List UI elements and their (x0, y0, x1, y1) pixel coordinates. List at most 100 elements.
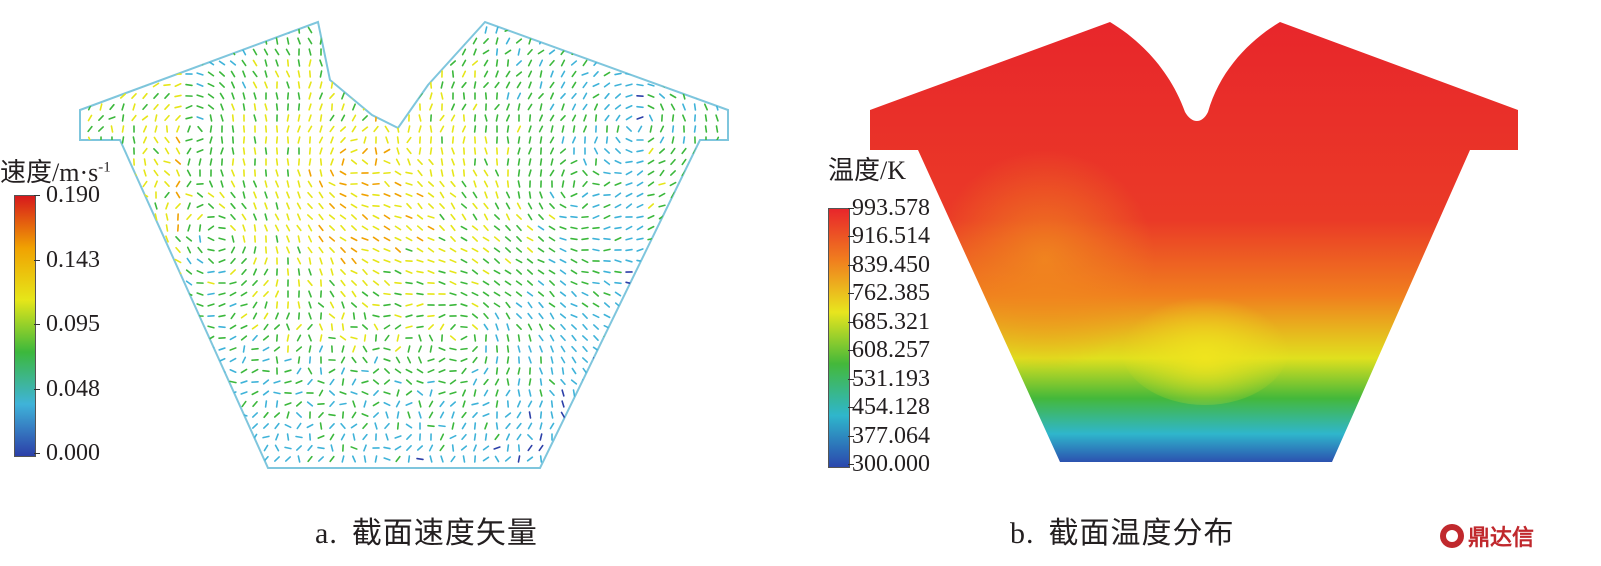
velocity-vector-arrow (670, 147, 676, 155)
velocity-vector-arrow (395, 356, 401, 364)
velocity-vector-arrow (405, 368, 413, 374)
velocity-vector-arrow (307, 191, 313, 199)
velocity-vector-arrow (592, 313, 600, 319)
velocity-vector-arrow (98, 345, 104, 353)
velocity-vector-arrow (229, 281, 237, 285)
velocity-vector-arrow (482, 291, 490, 297)
velocity-vector-arrow (427, 237, 435, 241)
velocity-vector-arrow (175, 147, 181, 155)
velocity-vector-arrow (121, 202, 125, 210)
velocity-vector-arrow (341, 103, 345, 111)
velocity-vector-arrow (517, 180, 521, 188)
velocity-vector-arrow (307, 444, 313, 452)
velocity-vector-arrow (582, 433, 588, 441)
velocity-vector-arrow (241, 258, 247, 264)
velocity-vector-arrow (163, 423, 171, 429)
velocity-legend-title-text: 速度/m·s (0, 158, 99, 187)
velocity-vector-arrow (308, 114, 312, 122)
velocity-vector-arrow (175, 246, 181, 254)
velocity-vector-arrow (429, 125, 433, 133)
velocity-vector-arrow (559, 247, 567, 253)
velocity-vector-arrow (669, 226, 677, 230)
velocity-vector-arrow (307, 224, 313, 232)
velocity-vector-arrow (308, 301, 312, 309)
velocity-vector-arrow (703, 169, 709, 177)
velocity-vector-arrow (352, 59, 356, 67)
velocity-vector-arrow (450, 114, 456, 122)
velocity-vector-arrow (154, 125, 158, 133)
velocity-vector-arrow (218, 60, 226, 66)
velocity-vector-arrow (339, 126, 347, 132)
velocity-vector-arrow (275, 356, 279, 364)
velocity-vector-arrow (252, 180, 258, 188)
velocity-vector-arrow (417, 59, 423, 67)
velocity-vector-arrow (625, 182, 633, 186)
velocity-vector-arrow (438, 357, 446, 363)
velocity-vector-arrow (592, 281, 600, 285)
velocity-vector-arrow (143, 389, 147, 397)
velocity-vector-arrow (528, 147, 532, 155)
velocity-vector-arrow (209, 136, 213, 144)
velocity-vector-arrow (581, 215, 589, 219)
velocity-vector-arrow (220, 114, 224, 122)
velocity-vector-arrow (429, 70, 433, 78)
velocity-vector-arrow (506, 147, 510, 155)
velocity-vector-arrow (528, 345, 532, 353)
velocity-vector-arrow (702, 424, 710, 428)
velocity-vector-arrow (450, 213, 456, 221)
velocity-vector-arrow (449, 60, 457, 66)
velocity-vector-arrow (715, 92, 719, 100)
velocity-vector-arrow (548, 49, 556, 55)
velocity-vector-arrow (275, 312, 279, 320)
velocity-vector-arrow (429, 389, 433, 397)
velocity-vector-arrow (174, 325, 182, 329)
colorbar-tick-mark (848, 464, 854, 465)
velocity-vector-arrow (176, 125, 180, 133)
velocity-vector-arrow (691, 303, 699, 307)
velocity-vector-arrow (636, 170, 644, 176)
velocity-vector-arrow (625, 94, 633, 98)
velocity-vector-arrow (527, 323, 533, 331)
velocity-vector-arrow (482, 445, 490, 451)
velocity-vector-arrow (581, 192, 589, 198)
velocity-vector-arrow (218, 49, 226, 55)
velocity-vector-arrow (153, 148, 159, 154)
velocity-vector-arrow (471, 281, 479, 285)
velocity-vector-arrow (691, 181, 699, 187)
velocity-vector-arrow (218, 215, 226, 219)
velocity-vector-arrow (691, 214, 699, 220)
velocity-vector-arrow (230, 191, 236, 199)
velocity-vector-arrow (131, 60, 137, 66)
velocity-vector-arrow (506, 158, 510, 166)
velocity-vector-arrow (418, 400, 422, 408)
velocity-vector-arrow (549, 147, 555, 155)
velocity-vector-arrow (450, 103, 456, 111)
velocity-vector-arrow (330, 444, 334, 452)
velocity-vector-arrow (383, 193, 391, 197)
velocity-vector-arrow (405, 60, 413, 66)
velocity-vector-arrow (297, 92, 301, 100)
velocity-vector-arrow (592, 379, 600, 385)
velocity-vector-arrow (571, 334, 577, 342)
velocity-vector-arrow (329, 378, 335, 386)
velocity-vector-arrow (176, 169, 180, 177)
velocity-vector-arrow (462, 455, 466, 463)
velocity-vector-arrow (603, 423, 611, 429)
velocity-vector-arrow (363, 334, 367, 342)
velocity-vector-arrow (691, 236, 699, 242)
velocity-vector-arrow (493, 269, 501, 275)
velocity-vector-arrow (97, 39, 105, 43)
velocity-vector-arrow (319, 103, 323, 111)
velocity-vector-arrow (110, 125, 114, 133)
velocity-vector-arrow (307, 235, 313, 243)
velocity-vector-arrow (539, 389, 543, 397)
velocity-vector-arrow (691, 292, 699, 296)
velocity-vector-arrow (516, 92, 522, 100)
velocity-vector-arrow (582, 81, 588, 89)
velocity-vector-arrow (218, 259, 226, 263)
velocity-vector-arrow (691, 369, 699, 373)
velocity-vector-arrow (143, 158, 147, 166)
velocity-vector-arrow (383, 236, 391, 242)
velocity-vector-arrow (407, 411, 411, 419)
velocity-vector-arrow (362, 268, 368, 276)
